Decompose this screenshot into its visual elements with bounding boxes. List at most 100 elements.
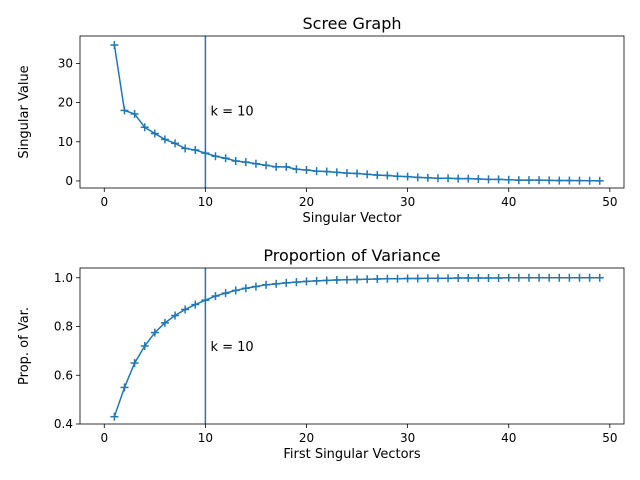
data-point — [292, 278, 301, 287]
data-point — [332, 275, 341, 284]
data-point — [241, 284, 250, 293]
x-tick-label: 0 — [100, 431, 108, 445]
data-point — [464, 273, 473, 282]
data-point — [565, 176, 574, 185]
axes-frame — [79, 35, 625, 189]
y-tick-label: 0.6 — [54, 368, 73, 382]
data-point — [130, 359, 139, 368]
x-tick-label: 30 — [400, 195, 415, 209]
x-tick-label: 50 — [602, 431, 617, 445]
proportion-of-variance-chart: Proportion of Variance 0 10 20 30 40 50 0.4 0.6 0… — [17, 246, 625, 462]
data-point — [201, 296, 210, 305]
x-tick-label: 40 — [501, 195, 516, 209]
data-point — [504, 175, 513, 184]
data-point — [292, 165, 301, 174]
data-point — [262, 161, 271, 170]
data-point — [484, 273, 493, 282]
data-point — [444, 174, 453, 183]
data-point — [474, 174, 483, 183]
data-point — [474, 273, 483, 282]
data-point — [575, 273, 584, 282]
data-point — [433, 174, 442, 183]
x-tick-label: 10 — [198, 195, 213, 209]
data-point — [262, 280, 271, 289]
data-point — [535, 273, 544, 282]
x-tick-label: 40 — [501, 431, 516, 445]
y-axis-label: Singular Value — [17, 65, 32, 158]
y-tick-label: 0 — [65, 174, 73, 188]
data-point — [312, 167, 321, 176]
data-point — [332, 168, 341, 177]
data-point — [545, 176, 554, 185]
data-point — [322, 167, 331, 176]
data-point — [585, 176, 594, 185]
x-tick-label: 10 — [198, 431, 213, 445]
chart-title: Proportion of Variance — [263, 246, 440, 265]
data-point — [454, 273, 463, 282]
data-point — [504, 273, 513, 282]
x-axis-label: First Singular Vectors — [283, 447, 421, 462]
data-point — [150, 129, 159, 138]
data-point — [403, 274, 412, 283]
data-point — [575, 176, 584, 185]
data-point — [181, 144, 190, 153]
data-point — [110, 412, 119, 421]
data-point — [231, 156, 240, 165]
data-point — [211, 292, 220, 301]
data-point — [403, 172, 412, 181]
x-tick-label: 20 — [299, 195, 314, 209]
data-point — [160, 135, 169, 144]
data-point — [302, 277, 311, 286]
x-tick-label: 50 — [602, 195, 617, 209]
data-point — [545, 273, 554, 282]
data-point — [373, 274, 382, 283]
data-point — [312, 276, 321, 285]
data-point — [201, 149, 210, 158]
y-axis-label: Prop. of Var. — [17, 307, 32, 385]
y-tick-label: 30 — [58, 56, 73, 70]
data-point — [342, 275, 351, 284]
data-point — [272, 162, 281, 171]
data-point — [342, 169, 351, 178]
x-axis-label: Singular Vector — [302, 211, 402, 226]
scree-graph-chart: Scree Graph 0 10 20 30 40 50 0 10 20 30 Singular Ve… — [17, 14, 625, 226]
data-point — [535, 176, 544, 185]
data-point — [353, 275, 362, 284]
k-annotation: k = 10 — [210, 104, 253, 119]
data-point — [393, 274, 402, 283]
data-point — [595, 273, 604, 282]
data-point — [251, 159, 260, 168]
data-point — [110, 41, 119, 50]
y-tick-label: 1.0 — [54, 271, 73, 285]
data-point — [433, 274, 442, 283]
data-point — [494, 175, 503, 184]
data-point — [191, 300, 200, 309]
data-point — [272, 279, 281, 288]
data-point — [282, 278, 291, 287]
data-point — [353, 169, 362, 178]
data-point — [454, 174, 463, 183]
data-point — [140, 342, 149, 350]
data-point — [585, 273, 594, 282]
data-point — [383, 274, 392, 283]
data-point — [423, 274, 432, 283]
y-tick-label: 20 — [58, 96, 73, 110]
data-point — [241, 158, 250, 167]
data-point — [444, 274, 453, 283]
data-point — [524, 273, 533, 282]
data-point — [363, 275, 372, 284]
data-point — [120, 106, 129, 115]
data-point — [181, 305, 190, 314]
data-point — [231, 286, 240, 295]
data-point — [251, 282, 260, 291]
x-tick-label: 20 — [299, 431, 314, 445]
data-point — [595, 176, 604, 185]
k-annotation: k = 10 — [210, 340, 253, 355]
data-point — [282, 162, 291, 171]
data-point — [555, 176, 564, 185]
data-point — [363, 170, 372, 179]
y-tick-label: 0.4 — [54, 417, 73, 431]
data-point — [514, 273, 523, 282]
y-tick-label: 10 — [58, 135, 73, 149]
